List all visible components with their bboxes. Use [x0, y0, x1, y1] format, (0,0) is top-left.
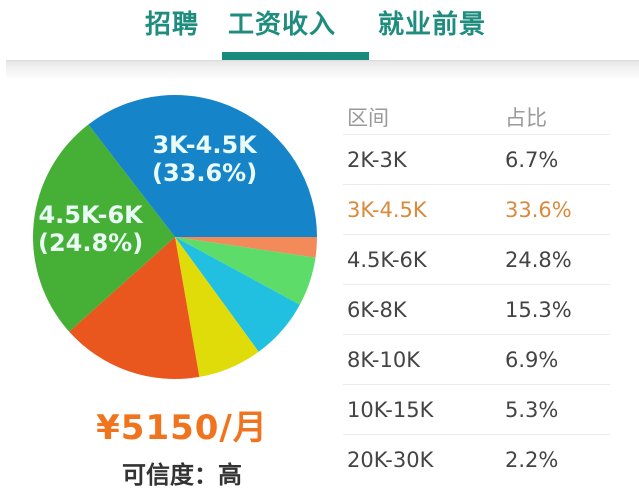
pie-slice-20k-30k	[175, 237, 317, 258]
table-header: 区间 占比	[343, 96, 610, 135]
pie-slice-8k-10k	[175, 237, 259, 377]
active-tab-indicator	[222, 52, 369, 60]
header-share: 占比	[505, 106, 547, 130]
pie-slice-3k-4.5k	[88, 95, 318, 237]
range-cell: 10K-15K	[347, 398, 434, 422]
table-row: 2K-3K 6.7%	[343, 135, 610, 185]
pie-label-4.5k-6k: 4.5K-6K (24.8%)	[38, 201, 143, 257]
pie-slice-10k-15k	[175, 237, 316, 305]
pie-slice-2k-3k	[175, 237, 300, 352]
share-cell: 6.7%	[505, 148, 559, 172]
share-cell: 15.3%	[505, 298, 572, 322]
share-cell: 5.3%	[505, 398, 559, 422]
average-salary: ¥5150/月	[96, 408, 268, 448]
tab-salary-income[interactable]: 工资收入	[228, 10, 337, 40]
pie-label-percent: (33.6%)	[152, 159, 258, 187]
range-cell: 3K-4.5K	[347, 198, 427, 222]
pie-label-percent: (24.8%)	[38, 229, 144, 257]
pie-slice-6k-8k	[69, 237, 200, 380]
share-cell: 33.6%	[505, 198, 572, 222]
credibility-label: 可信度：高	[122, 461, 242, 489]
pie-label-range: 4.5K-6K	[38, 201, 143, 229]
header-divider	[6, 60, 639, 78]
table-row: 8K-10K 6.9%	[343, 335, 610, 385]
pie-label-range: 3K-4.5K	[152, 131, 257, 159]
tab-recruitment[interactable]: 招聘	[145, 10, 200, 40]
header-range: 区间	[347, 106, 389, 130]
range-cell: 2K-3K	[347, 148, 407, 172]
pie-slice-4.5k-6k	[32, 124, 175, 332]
range-cell: 8K-10K	[347, 348, 420, 372]
range-cell: 6K-8K	[347, 298, 407, 322]
salary-distribution-table: 区间 占比 2K-3K 6.7% 3K-4.5K 33.6% 4.5K-6K 2…	[343, 96, 610, 484]
table-row: 10K-15K 5.3%	[343, 385, 610, 435]
pie-label-3k-4.5k: 3K-4.5K (33.6%)	[152, 131, 257, 187]
table-row: 20K-30K 2.2%	[343, 435, 610, 484]
table-row-highlighted: 3K-4.5K 33.6%	[343, 185, 610, 235]
table-row: 6K-8K 15.3%	[343, 285, 610, 335]
range-cell: 20K-30K	[347, 448, 434, 472]
table-row: 4.5K-6K 24.8%	[343, 235, 610, 285]
salary-pie-chart	[32, 95, 318, 380]
share-cell: 24.8%	[505, 248, 572, 272]
share-cell: 2.2%	[505, 448, 559, 472]
range-cell: 4.5K-6K	[347, 248, 427, 272]
tab-employment-outlook[interactable]: 就业前景	[378, 10, 487, 40]
share-cell: 6.9%	[505, 348, 559, 372]
tab-bar: 招聘 工资收入 就业前景	[0, 0, 639, 60]
